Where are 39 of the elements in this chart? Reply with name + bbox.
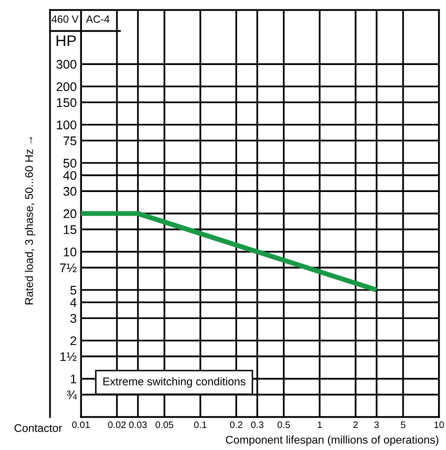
x-axis-title: Component lifespan (millions of operations) <box>226 436 438 446</box>
y-tick-label: 1½ <box>60 352 77 361</box>
text: 460 V <box>52 15 79 23</box>
y-tick-label: 40 <box>63 171 76 180</box>
y-tick-label: 10 <box>64 248 76 256</box>
text: Contactor <box>14 424 62 432</box>
y-tick-label: 30 <box>63 186 76 196</box>
x-tick-label: 0.02 <box>108 421 126 428</box>
x-tick-label: 10 <box>434 421 444 428</box>
y-axis-title: Rated load, 3 phase, 50...60 Hz → <box>24 137 36 304</box>
y-tick-label: ¾ <box>66 390 77 400</box>
annotation: AC-4 <box>86 15 110 23</box>
y-tick-label: 5 <box>70 286 76 295</box>
y-tick-label: 7½ <box>60 264 77 272</box>
y-tick-label: 1 <box>70 374 76 384</box>
x-tick-label: 0.1 <box>194 421 206 428</box>
x-tick-label: 1 <box>318 422 322 428</box>
x-tick-label: 0.3 <box>251 421 264 428</box>
y-tick-label: 2 <box>70 336 76 346</box>
x-tick-label: 0.2 <box>230 421 242 428</box>
y-tick-label: 3 <box>70 314 76 323</box>
x-tick-label: 3 <box>374 421 379 428</box>
y-tick-label: 50 <box>63 158 76 168</box>
y-tick-label: 200 <box>56 82 76 92</box>
x-tick-label: 2 <box>353 421 358 428</box>
x-tick-label: 0.03 <box>129 421 147 428</box>
x-tick-label: 0.05 <box>156 421 174 428</box>
x-tick-label: 5 <box>400 422 406 428</box>
x-tick-label: 0.01 <box>72 421 90 428</box>
y-tick-label: 75 <box>64 136 76 146</box>
y-tick-label: 15 <box>64 225 76 234</box>
y-tick-label: 100 <box>56 120 76 130</box>
text: HP <box>56 35 76 46</box>
annotation: Extreme switching conditions <box>103 377 246 388</box>
y-tick-label: 4 <box>70 298 76 307</box>
y-tick-label: 300 <box>56 60 76 69</box>
y-tick-label: 20 <box>64 209 76 218</box>
y-tick-label: 150 <box>56 98 76 107</box>
x-tick-label: 0.5 <box>278 421 290 428</box>
